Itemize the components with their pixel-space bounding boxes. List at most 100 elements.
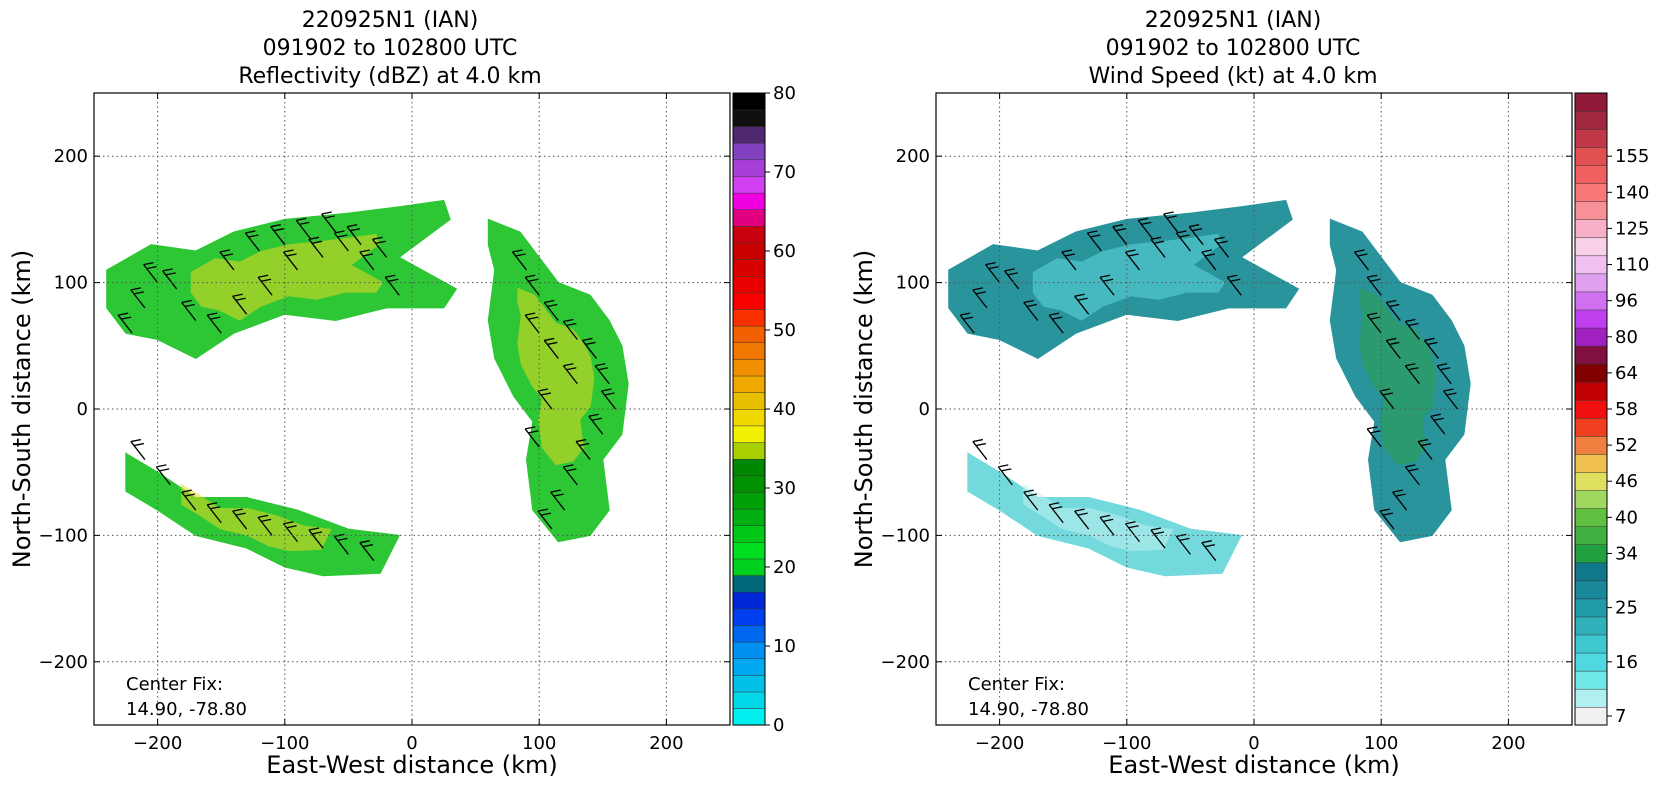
- y-tick-label: −100: [881, 525, 930, 546]
- y-tick-label: −100: [39, 525, 88, 546]
- reflectivity-panel: 220925N1 (IAN) 091902 to 102800 UTC Refl…: [8, 8, 796, 779]
- wind-barb: [181, 489, 197, 511]
- wind-barb: [601, 388, 617, 410]
- wind-barb: [1366, 312, 1382, 334]
- center-fix-label: Center Fix:: [968, 674, 1065, 695]
- colorbar-swatch: [732, 109, 766, 127]
- colorbar-swatch: [1574, 526, 1608, 545]
- x-axis-label: East-West distance (km): [1108, 751, 1399, 779]
- colorbar-swatch: [732, 425, 766, 443]
- wind-barb: [321, 211, 337, 233]
- wind-barb: [1137, 217, 1153, 239]
- wind-barb: [1201, 540, 1217, 562]
- wind-barb: [206, 502, 222, 524]
- colorbar-swatch: [732, 325, 766, 344]
- wind-barb: [1353, 249, 1369, 271]
- colorbar-swatch: [1574, 706, 1608, 726]
- colorbar-swatch: [732, 641, 766, 660]
- wind-barb: [1404, 363, 1420, 385]
- wind-barb: [1404, 464, 1420, 486]
- wind-barb: [1366, 274, 1382, 296]
- colorbar-swatch: [732, 192, 766, 210]
- wind-barb: [244, 230, 260, 252]
- colorbar-swatch: [732, 575, 766, 593]
- echo-core: [1023, 483, 1174, 552]
- y-tick-label: −200: [39, 652, 88, 673]
- colorbar: 0 10 20 30 40 50 60 70 80: [732, 83, 796, 736]
- wind-barb: [1379, 508, 1395, 530]
- wind-barb: [295, 217, 311, 239]
- colorbar-tick-label: 34: [1615, 543, 1638, 564]
- wind-barb: [232, 508, 248, 530]
- x-tick-label: −200: [975, 733, 1024, 754]
- wind-barb: [1430, 413, 1446, 435]
- colorbar-swatch: [1574, 237, 1608, 257]
- wind-barb: [1125, 521, 1141, 543]
- colorbar-swatch: [732, 525, 766, 543]
- colorbar-swatch: [732, 491, 766, 510]
- wind-barb: [1417, 438, 1433, 460]
- colorbar-swatch: [732, 142, 766, 161]
- colorbar-swatch: [1574, 327, 1608, 347]
- y-tick-label: 200: [54, 146, 88, 167]
- wind-barb: [588, 413, 604, 435]
- plot-area: [948, 199, 1471, 577]
- wind-barb: [283, 521, 299, 543]
- wind-barb: [1074, 293, 1090, 315]
- colorbar-swatch: [1574, 688, 1608, 708]
- wind-barb: [1436, 363, 1452, 385]
- colorbar-swatch: [732, 259, 766, 277]
- colorbar-swatch: [732, 159, 766, 177]
- colorbar-tick-label: 7: [1615, 706, 1626, 727]
- wind-barb: [1366, 426, 1382, 448]
- wind-barb: [985, 261, 1001, 283]
- colorbar-swatch: [732, 275, 766, 294]
- wind-barb: [117, 312, 133, 334]
- colorbar-swatch: [1574, 128, 1608, 148]
- colorbar-tick-label: 52: [1615, 435, 1638, 456]
- wind-speed-panel: 220925N1 (IAN) 091902 to 102800 UTC Wind…: [850, 8, 1649, 779]
- wind-barb: [1226, 274, 1242, 296]
- wind-barb: [308, 527, 324, 549]
- colorbar-tick-label: 70: [773, 162, 796, 183]
- wind-barb: [1099, 514, 1115, 536]
- wind-barb: [524, 426, 540, 448]
- wind-barb: [1404, 318, 1420, 340]
- colorbar-tick-label: 155: [1615, 146, 1649, 167]
- colorbar-tick-label: 140: [1615, 182, 1649, 203]
- wind-barb: [1423, 337, 1439, 359]
- wind-barb: [1048, 502, 1064, 524]
- x-tick-label: 200: [649, 733, 683, 754]
- x-tick-label: 0: [1248, 733, 1259, 754]
- wind-barb: [333, 230, 349, 252]
- wind-barb: [346, 224, 362, 246]
- wind-barb: [1061, 249, 1077, 271]
- wind-barb: [543, 299, 559, 321]
- x-tick-label: 0: [406, 733, 417, 754]
- chart-title-line3: Reflectivity (dBZ) at 4.0 km: [238, 64, 541, 89]
- wind-barb: [524, 312, 540, 334]
- wind-barb: [130, 438, 146, 460]
- colorbar-tick-label: 125: [1615, 218, 1649, 239]
- wind-barb: [308, 236, 324, 258]
- colorbar-swatch: [732, 558, 766, 576]
- colorbar-swatch: [1574, 164, 1608, 184]
- chart-title-line1: 220925N1 (IAN): [302, 8, 479, 33]
- x-tick-label: 200: [1491, 733, 1525, 754]
- x-tick-label: 100: [522, 733, 556, 754]
- wind-barb: [181, 299, 197, 321]
- wind-barb: [1150, 527, 1166, 549]
- colorbar-swatch: [732, 475, 766, 493]
- colorbar-swatch: [1574, 291, 1608, 311]
- wind-barb: [543, 337, 559, 359]
- colorbar-swatch: [1574, 634, 1608, 654]
- colorbar-swatch: [732, 342, 766, 360]
- chart-title-line1: 220925N1 (IAN): [1145, 8, 1322, 33]
- wind-barb: [219, 249, 235, 271]
- colorbar-swatch: [732, 608, 766, 626]
- colorbar-swatch: [732, 408, 766, 427]
- wind-barb: [972, 287, 988, 309]
- colorbar-tick-label: 20: [773, 557, 796, 578]
- colorbar-swatch: [732, 242, 766, 260]
